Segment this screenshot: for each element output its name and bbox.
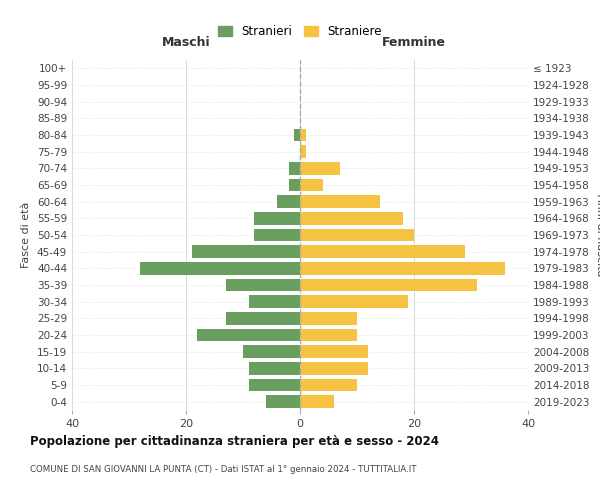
- Bar: [254, 228, 300, 241]
- Bar: [300, 246, 466, 258]
- Text: Popolazione per cittadinanza straniera per età e sesso - 2024: Popolazione per cittadinanza straniera p…: [30, 435, 439, 448]
- Bar: [249, 378, 300, 391]
- Bar: [300, 262, 505, 274]
- Bar: [226, 278, 300, 291]
- Bar: [300, 346, 368, 358]
- Bar: [277, 196, 300, 208]
- Bar: [300, 328, 357, 341]
- Y-axis label: Anni di nascita: Anni di nascita: [595, 194, 600, 276]
- Bar: [300, 178, 323, 191]
- Bar: [295, 128, 300, 141]
- Legend: Stranieri, Straniere: Stranieri, Straniere: [213, 20, 387, 43]
- Bar: [226, 312, 300, 324]
- Bar: [289, 178, 300, 191]
- Bar: [300, 196, 380, 208]
- Text: Maschi: Maschi: [161, 36, 211, 50]
- Y-axis label: Fasce di età: Fasce di età: [22, 202, 31, 268]
- Bar: [289, 162, 300, 174]
- Text: Femmine: Femmine: [382, 36, 446, 50]
- Bar: [197, 328, 300, 341]
- Bar: [254, 212, 300, 224]
- Bar: [300, 378, 357, 391]
- Bar: [300, 362, 368, 374]
- Text: COMUNE DI SAN GIOVANNI LA PUNTA (CT) - Dati ISTAT al 1° gennaio 2024 - TUTTITALI: COMUNE DI SAN GIOVANNI LA PUNTA (CT) - D…: [30, 465, 416, 474]
- Bar: [300, 278, 477, 291]
- Bar: [249, 296, 300, 308]
- Bar: [243, 346, 300, 358]
- Bar: [300, 396, 334, 408]
- Bar: [300, 296, 409, 308]
- Bar: [300, 312, 357, 324]
- Bar: [300, 128, 306, 141]
- Bar: [192, 246, 300, 258]
- Bar: [300, 146, 306, 158]
- Bar: [300, 162, 340, 174]
- Bar: [300, 228, 414, 241]
- Bar: [266, 396, 300, 408]
- Bar: [249, 362, 300, 374]
- Bar: [300, 212, 403, 224]
- Bar: [140, 262, 300, 274]
